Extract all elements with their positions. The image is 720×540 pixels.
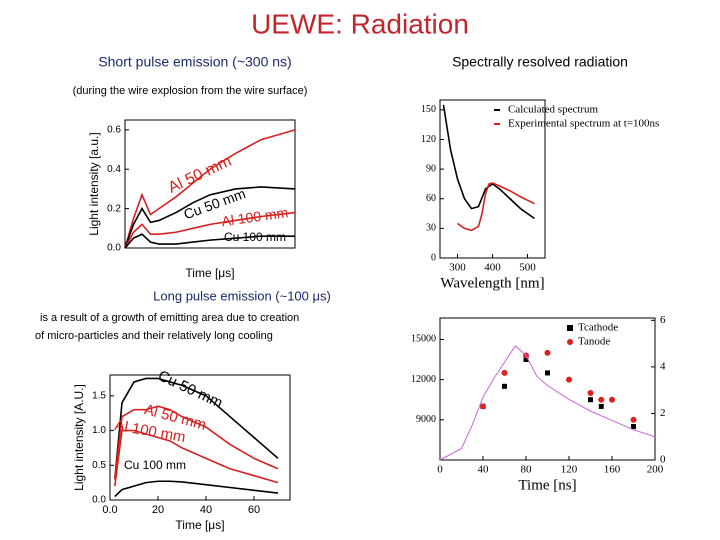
x-axis-label: Time [μs] — [185, 266, 234, 280]
y-tick-label: 0.0 — [92, 495, 106, 506]
series-label: Al 50 mm — [166, 153, 234, 197]
x-tick-label: 20 — [152, 504, 164, 516]
x-tick-label: 40 — [200, 504, 212, 516]
long-heading: Long pulse emission (~100 μs) — [153, 288, 331, 303]
x-axis-label: Time [μs] — [175, 518, 224, 532]
x-tick-label: 0.0 — [102, 504, 117, 516]
x-tick-label: 400 — [484, 262, 501, 274]
long-note: is a result of a growth of emitting area… — [40, 312, 299, 324]
series-line — [114, 480, 279, 498]
y2-tick-label: 0 — [660, 454, 666, 466]
series-line — [124, 233, 295, 249]
legend-label: Experimental spectrum at t=100ns — [508, 118, 659, 130]
x-axis-label: Time [ns] — [518, 477, 576, 493]
y-tick-label: 0.5 — [92, 460, 106, 471]
left-heading: Short pulse emission (~300 ns) — [98, 54, 291, 70]
point — [588, 397, 593, 403]
y-tick-label: 90 — [426, 163, 436, 174]
series-label: Al 100 mm — [221, 204, 289, 229]
point — [501, 369, 508, 376]
point — [598, 403, 604, 409]
x-tick-label: 500 — [519, 262, 536, 274]
y-tick-label: 120 — [421, 134, 436, 145]
series-line — [114, 429, 279, 487]
short-note: (during the wire explosion from the wire… — [73, 85, 308, 97]
point — [609, 396, 615, 403]
x-tick-label: 200 — [647, 464, 664, 476]
point — [523, 357, 529, 363]
series-line — [124, 129, 296, 249]
y-tick-label: 1.5 — [92, 390, 106, 401]
y-tick-label: 60 — [426, 193, 436, 204]
x-tick-label: 120 — [561, 464, 578, 476]
x-tick-label: 160 — [604, 464, 621, 476]
x-tick-label: 0 — [437, 464, 443, 476]
x-tick-label: 300 — [449, 262, 466, 274]
series-label: Cu 100 mm — [124, 458, 186, 472]
point — [631, 424, 636, 430]
point — [598, 396, 605, 403]
plot-frame — [439, 317, 656, 461]
x-tick-label: 60 — [248, 504, 260, 516]
series-line — [114, 377, 279, 480]
y-tick-label: 0.2 — [107, 203, 121, 214]
y-tick-label: 30 — [426, 223, 436, 234]
series-line — [124, 186, 296, 249]
point — [544, 349, 551, 356]
y-axis-label: Light intensity [A.U.] — [72, 384, 86, 491]
y-tick-label: 9000 — [416, 414, 436, 425]
x-tick-label: 40 — [478, 464, 490, 476]
plot-frame — [124, 119, 296, 249]
series-line — [439, 345, 656, 461]
y2-tick-label: 6 — [660, 314, 666, 326]
legend-swatch — [567, 339, 573, 345]
legend-label: Tcathode — [578, 322, 618, 334]
legend-label: Tanode — [578, 336, 610, 348]
y-tick-label: 15000 — [411, 334, 436, 345]
series-line — [457, 182, 535, 232]
series-line — [442, 104, 535, 220]
slide-title: UEWE: Radiation — [251, 8, 469, 39]
point — [566, 376, 572, 383]
series-line — [114, 405, 279, 480]
right-heading: Spectrally resolved radiation — [452, 54, 628, 70]
y-tick-label: 0 — [431, 252, 436, 263]
y-tick-label: 12000 — [411, 374, 436, 385]
y-tick-label: 0.6 — [107, 124, 121, 135]
series-label: Cu 50 mm — [155, 367, 225, 412]
point — [502, 383, 507, 389]
point — [545, 370, 550, 376]
y2-tick-label: 2 — [660, 407, 666, 419]
series-line — [124, 211, 296, 249]
x-axis-label: Wavelength [nm] — [440, 275, 544, 291]
series-label: Cu 100 mm — [224, 230, 286, 244]
y2-tick-label: 4 — [660, 360, 666, 372]
x-tick-label: 80 — [521, 464, 533, 476]
y-tick-label: 150 — [421, 104, 436, 115]
y-tick-label: 0.0 — [107, 243, 121, 254]
long-note: of micro-particles and their relatively … — [35, 330, 273, 342]
y-tick-label: 1.0 — [92, 425, 106, 436]
legend-label: Calculated spectrum — [508, 104, 599, 116]
y-axis-label: Light intensity [a.u.] — [87, 132, 101, 235]
point — [630, 416, 637, 423]
y-tick-label: 0.4 — [107, 164, 121, 175]
legend-swatch — [567, 325, 573, 331]
point — [480, 403, 486, 410]
plot-frame — [109, 374, 291, 501]
point — [587, 390, 594, 397]
